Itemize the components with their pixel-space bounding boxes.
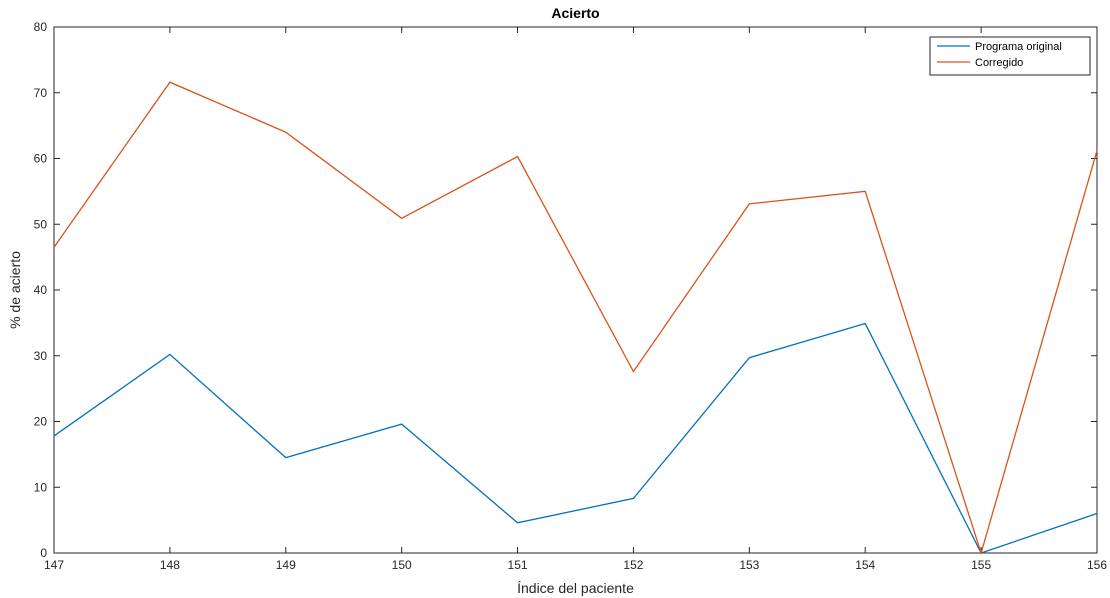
x-tick-label: 156 — [1087, 558, 1107, 572]
x-tick-label: 152 — [623, 558, 643, 572]
y-tick-label: 60 — [34, 152, 48, 166]
series-lines — [53, 81, 1098, 556]
y-tick-label: 20 — [34, 415, 48, 429]
y-tick-label: 30 — [34, 349, 48, 363]
series-line-corregido — [53, 81, 1098, 556]
y-tick-label: 70 — [34, 86, 48, 100]
legend-label: Programa original — [975, 41, 1062, 53]
y-tick-label: 80 — [34, 20, 48, 34]
x-tick-label: 149 — [276, 558, 296, 572]
y-axis-title: % de acierto — [7, 251, 23, 329]
plot-area — [53, 26, 1098, 554]
y-tick-label: 10 — [34, 480, 48, 494]
chart-title: Acierto — [551, 5, 599, 21]
x-tick-label: 150 — [392, 558, 412, 572]
y-tick-label: 50 — [34, 217, 48, 231]
x-tick-label: 151 — [508, 558, 528, 572]
y-tick-label: 0 — [40, 546, 47, 560]
legend: Programa original Corregido — [929, 36, 1091, 76]
x-tick-label: 148 — [160, 558, 180, 572]
x-tick-label: 154 — [855, 558, 875, 572]
x-tick-label: 147 — [44, 558, 64, 572]
legend-box — [929, 36, 1091, 76]
legend-label: Corregido — [975, 57, 1023, 69]
x-tick-label: 155 — [971, 558, 991, 572]
y-tick-label: 40 — [34, 283, 48, 297]
series-line-programa-original — [53, 322, 1098, 554]
x-axis: 147 148 149 150 151 152 153 154 155 156 — [44, 27, 1107, 572]
x-tick-label: 153 — [739, 558, 759, 572]
y-axis: 0 10 20 30 40 50 60 70 80 — [34, 20, 1097, 560]
x-axis-title: Índice del paciente — [517, 580, 634, 596]
